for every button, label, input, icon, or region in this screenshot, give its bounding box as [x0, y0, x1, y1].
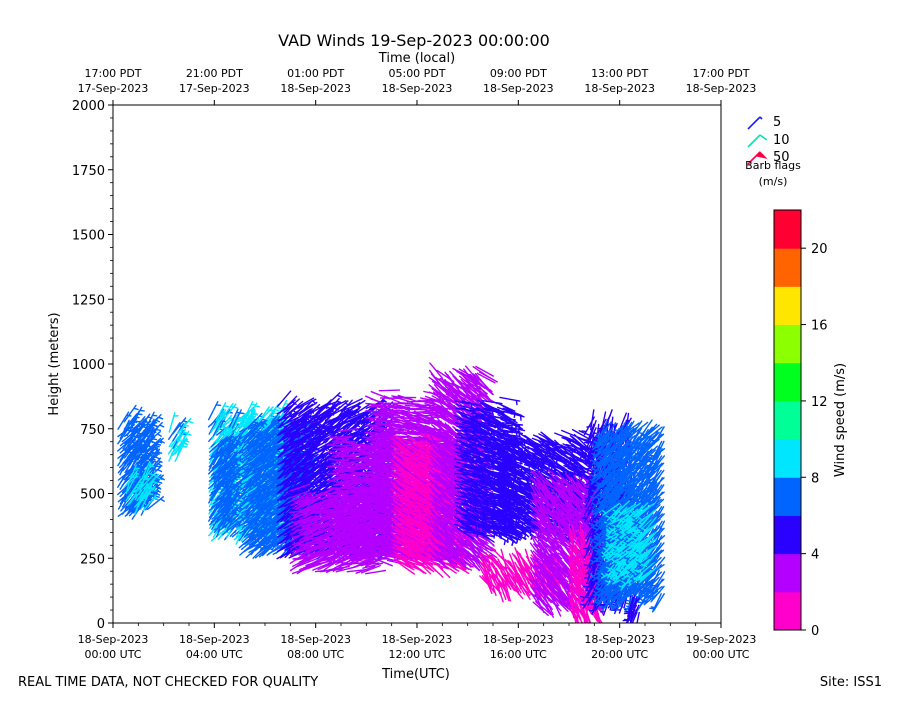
- chart-title: VAD Winds 19-Sep-2023 00:00:00: [278, 31, 550, 50]
- x-axis-label: Time(UTC): [381, 667, 450, 682]
- wind-barb: [379, 390, 399, 391]
- wind-barb: [436, 563, 450, 577]
- wind-barbs-layer: [118, 363, 665, 632]
- wind-barb: [430, 363, 443, 379]
- wind-barb: [330, 531, 350, 532]
- top-axis-label: Time (local): [378, 51, 455, 66]
- wind-barb: [366, 571, 386, 574]
- y-axis-label: Height (meters): [47, 312, 62, 415]
